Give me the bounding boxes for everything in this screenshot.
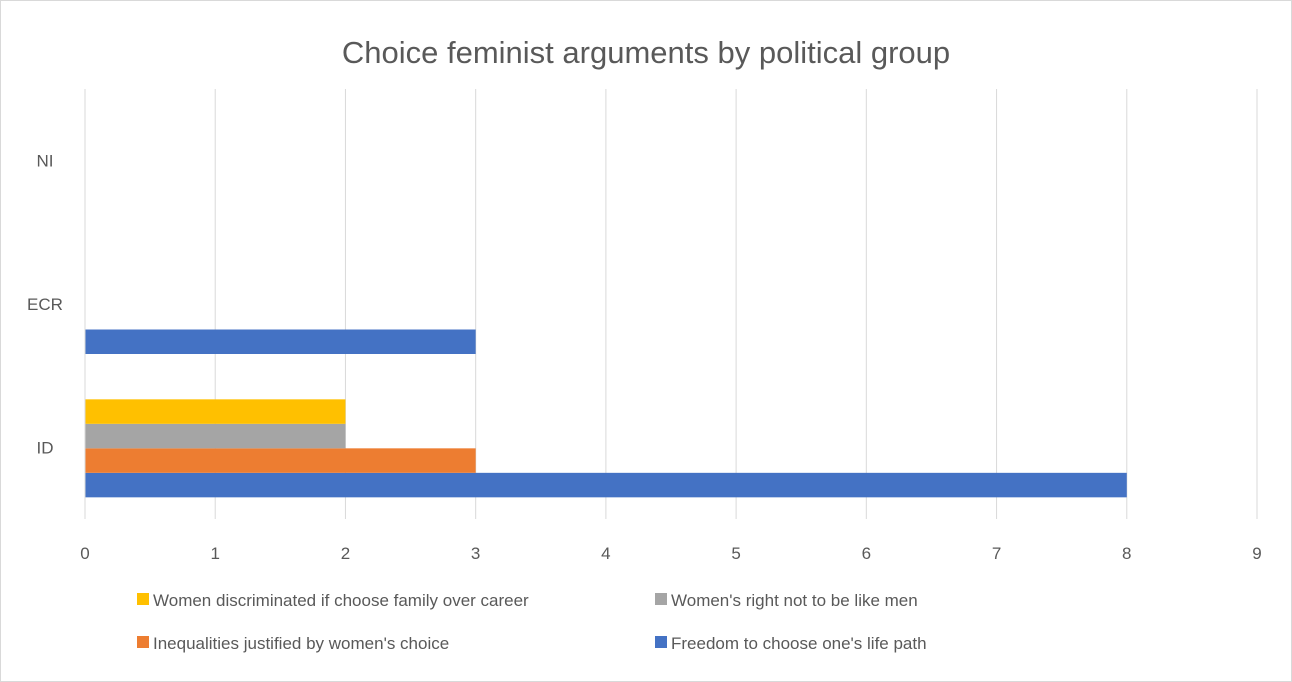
- x-tick-label: 1: [210, 544, 219, 563]
- y-category-label: NI: [37, 152, 54, 171]
- legend-item: Women's right not to be like men: [655, 591, 918, 610]
- legend-swatch: [655, 593, 667, 605]
- legend-label: Freedom to choose one's life path: [671, 634, 927, 653]
- bars: [85, 329, 1127, 498]
- x-tick-label: 3: [471, 544, 480, 563]
- y-category-label: ECR: [27, 295, 63, 314]
- bar-ecr-series-0: [85, 329, 476, 354]
- legend-label: Women's right not to be like men: [671, 591, 918, 610]
- x-tick-label: 4: [601, 544, 610, 563]
- grid-lines: [214, 89, 1258, 519]
- legend-item: Women discriminated if choose family ove…: [137, 591, 529, 610]
- legend-item: Freedom to choose one's life path: [655, 634, 927, 653]
- bar-id-series-1: [85, 448, 476, 473]
- legend-swatch: [137, 636, 149, 648]
- x-tick-label: 0: [80, 544, 89, 563]
- legend-item: Inequalities justified by women's choice: [137, 634, 449, 653]
- x-tick-label: 9: [1252, 544, 1261, 563]
- x-tick-label: 5: [731, 544, 740, 563]
- x-tick-label: 8: [1122, 544, 1131, 563]
- chart-title: Choice feminist arguments by political g…: [342, 35, 950, 70]
- x-tick-label: 2: [341, 544, 350, 563]
- bar-id-series-2: [85, 423, 346, 449]
- x-tick-label: 6: [862, 544, 871, 563]
- legend-swatch: [655, 636, 667, 648]
- legend-label: Women discriminated if choose family ove…: [153, 591, 529, 610]
- bar-id-series-0: [85, 472, 1127, 498]
- x-tick-label: 7: [992, 544, 1001, 563]
- legend-swatch: [137, 593, 149, 605]
- legend: Women discriminated if choose family ove…: [137, 591, 927, 653]
- y-category-label: ID: [37, 438, 54, 457]
- axes: 0 1 2 3 4 5 6 7 8 9 ID ECR NI: [27, 89, 1262, 563]
- bar-id-series-3: [85, 399, 346, 424]
- legend-label: Inequalities justified by women's choice: [153, 634, 449, 653]
